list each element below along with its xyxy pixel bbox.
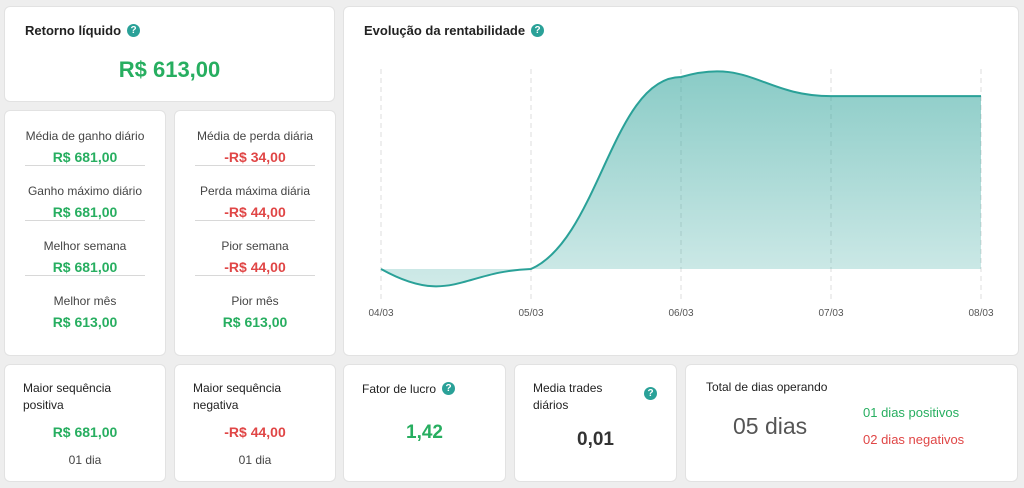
chart-series-line xyxy=(380,70,981,288)
help-icon[interactable]: ? xyxy=(127,24,141,37)
stat-media-perda: Média de perda diária -R$ 34,00 xyxy=(195,111,315,166)
stat-perda-maxima: Perda máxima diária -R$ 44,00 xyxy=(195,166,315,221)
seq-positiva-title: Maior sequência positiva xyxy=(23,381,112,412)
help-icon[interactable]: ? xyxy=(644,387,657,400)
stat-pior-semana: Pior semana -R$ 44,00 xyxy=(195,221,315,276)
rentabilidade-chart[interactable]: 04/03 05/03 06/03 07/03 08/03 xyxy=(344,7,1020,357)
help-icon[interactable]: ? xyxy=(531,24,545,37)
seq-negativa-sub: 01 dia xyxy=(238,453,272,467)
chart-x-tick-label: 04/03 xyxy=(368,308,393,319)
chart-title: Evolução da rentabilidade? xyxy=(364,23,545,38)
media-trades-value: 0,01 xyxy=(577,429,614,450)
stat-media-ganho: Média de ganho diário R$ 681,00 xyxy=(25,111,145,166)
media-trades-title: Media trades diários xyxy=(533,381,603,412)
media-trades-card: Media trades diários ? 0,01 xyxy=(514,364,677,482)
retorno-liquido-title: Retorno líquido? xyxy=(25,23,141,38)
total-dias-title: Total de dias operando xyxy=(706,380,828,394)
chart-x-tick-label: 06/03 xyxy=(668,308,693,319)
chart-x-tick-label: 05/03 xyxy=(518,308,543,319)
total-dias-value: 05 dias xyxy=(733,413,808,439)
retorno-liquido-value: R$ 613,00 xyxy=(118,57,221,82)
rentabilidade-chart-card: 04/03 05/03 06/03 07/03 08/03 Evolução da re… xyxy=(343,6,1019,356)
gains-stats-card: Média de ganho diário R$ 681,00 Ganho má… xyxy=(4,110,166,356)
fator-lucro-title: Fator de lucro? xyxy=(362,381,456,398)
stat-melhor-mes: Melhor mês R$ 613,00 xyxy=(52,294,118,330)
seq-positiva-value: R$ 681,00 xyxy=(52,424,118,440)
losses-stats-card: Média de perda diária -R$ 34,00 Perda má… xyxy=(174,110,336,356)
help-icon[interactable]: ? xyxy=(442,382,456,395)
chart-x-tick-label: 08/03 xyxy=(968,308,993,319)
fator-lucro-card: Fator de lucro? 1,42 xyxy=(343,364,506,482)
seq-positiva-card: Maior sequência positiva R$ 681,00 01 di… xyxy=(4,364,166,482)
seq-negativa-title: Maior sequência negativa xyxy=(193,381,282,412)
fator-lucro-value: 1,42 xyxy=(406,422,443,443)
stat-pior-mes: Pior mês R$ 613,00 xyxy=(222,294,288,330)
seq-positiva-sub: 01 dia xyxy=(68,453,102,467)
stat-melhor-semana: Melhor semana R$ 681,00 xyxy=(25,221,145,276)
dias-positivos: 01 dias positivos xyxy=(863,405,960,420)
dias-negativos: 02 dias negativos xyxy=(863,432,965,447)
total-dias-card: Total de dias operando 05 dias 01 dias p… xyxy=(685,364,1018,482)
chart-x-tick-label: 07/03 xyxy=(818,308,843,319)
seq-negativa-value: -R$ 44,00 xyxy=(224,424,286,440)
stat-ganho-maximo: Ganho máximo diário R$ 681,00 xyxy=(25,166,145,221)
seq-negativa-card: Maior sequência negativa -R$ 44,00 01 di… xyxy=(174,364,336,482)
retorno-liquido-card: Retorno líquido? R$ 613,00 xyxy=(4,6,335,102)
chart-area-fill xyxy=(381,71,981,287)
